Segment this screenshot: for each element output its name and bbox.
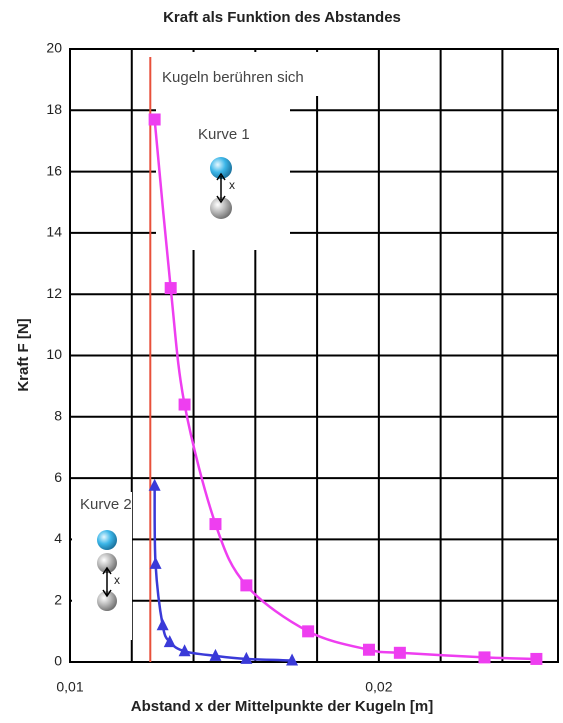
y-tick-label: 10 bbox=[46, 346, 62, 362]
distance-label: x bbox=[114, 573, 120, 587]
marker bbox=[165, 282, 177, 294]
marker bbox=[302, 625, 314, 637]
chart-title: Kraft als Funktion des Abstandes bbox=[163, 9, 401, 26]
ball bbox=[210, 157, 232, 179]
y-tick-label: 18 bbox=[46, 101, 62, 117]
series-line bbox=[155, 486, 292, 661]
y-tick-label: 0 bbox=[54, 653, 62, 669]
marker bbox=[240, 579, 252, 591]
curve-label: Kurve 2 bbox=[80, 496, 132, 513]
ball bbox=[210, 197, 232, 219]
distance-label: x bbox=[229, 178, 235, 192]
y-axis-label: Kraft F [N] bbox=[15, 318, 32, 391]
chart: Kraft als Funktion des Abstandes Abstand… bbox=[0, 0, 563, 718]
x-tick-label: 0,01 bbox=[56, 679, 83, 695]
curve-label: Kurve 1 bbox=[198, 126, 250, 143]
y-tick-label: 6 bbox=[54, 469, 62, 485]
marker bbox=[478, 651, 490, 663]
marker bbox=[530, 653, 542, 665]
grid bbox=[70, 49, 558, 662]
y-tick-label: 20 bbox=[46, 40, 62, 56]
x-tick-label: 0,02 bbox=[365, 679, 392, 695]
contact-label: Kugeln berühren sich bbox=[162, 69, 304, 86]
y-tick-label: 8 bbox=[54, 408, 62, 424]
y-tick-label: 16 bbox=[46, 162, 62, 178]
y-tick-label: 14 bbox=[46, 224, 62, 240]
marker bbox=[179, 399, 191, 411]
marker bbox=[209, 518, 221, 530]
y-tick-label: 4 bbox=[54, 530, 62, 546]
marker bbox=[363, 644, 375, 656]
marker bbox=[157, 618, 169, 630]
marker bbox=[149, 113, 161, 125]
y-tick-label: 2 bbox=[54, 591, 62, 607]
y-tick-label: 12 bbox=[46, 285, 62, 301]
marker bbox=[394, 647, 406, 659]
x-axis-label: Abstand x der Mittelpunkte der Kugeln [m… bbox=[131, 698, 434, 715]
ball bbox=[97, 530, 117, 550]
marker bbox=[150, 557, 162, 569]
